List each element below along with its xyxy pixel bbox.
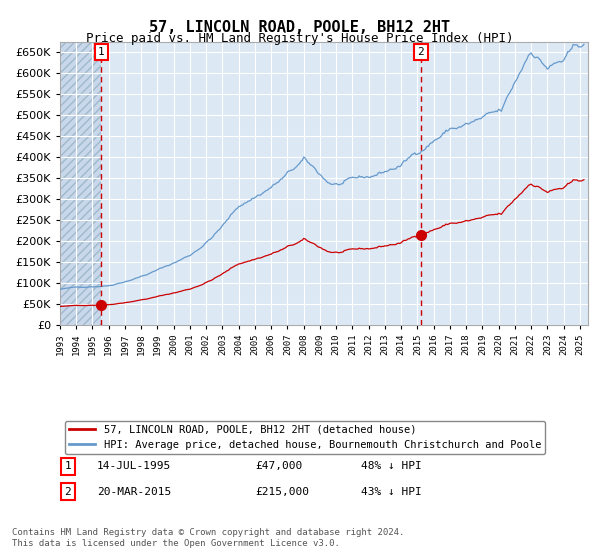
Text: 57, LINCOLN ROAD, POOLE, BH12 2HT: 57, LINCOLN ROAD, POOLE, BH12 2HT xyxy=(149,20,451,35)
Text: 20-MAR-2015: 20-MAR-2015 xyxy=(97,487,171,497)
Bar xyxy=(60,42,101,325)
Text: 2: 2 xyxy=(65,487,71,497)
Text: 14-JUL-1995: 14-JUL-1995 xyxy=(97,461,171,471)
Legend: 57, LINCOLN ROAD, POOLE, BH12 2HT (detached house), HPI: Average price, detached: 57, LINCOLN ROAD, POOLE, BH12 2HT (detac… xyxy=(65,421,545,454)
Text: 1: 1 xyxy=(98,47,104,57)
Text: 48% ↓ HPI: 48% ↓ HPI xyxy=(361,461,422,471)
Text: £47,000: £47,000 xyxy=(256,461,302,471)
Text: Contains HM Land Registry data © Crown copyright and database right 2024.
This d: Contains HM Land Registry data © Crown c… xyxy=(12,528,404,548)
Text: Price paid vs. HM Land Registry's House Price Index (HPI): Price paid vs. HM Land Registry's House … xyxy=(86,32,514,45)
Text: 43% ↓ HPI: 43% ↓ HPI xyxy=(361,487,422,497)
Text: 2: 2 xyxy=(418,47,424,57)
Text: 1: 1 xyxy=(65,461,71,471)
Text: £215,000: £215,000 xyxy=(256,487,310,497)
